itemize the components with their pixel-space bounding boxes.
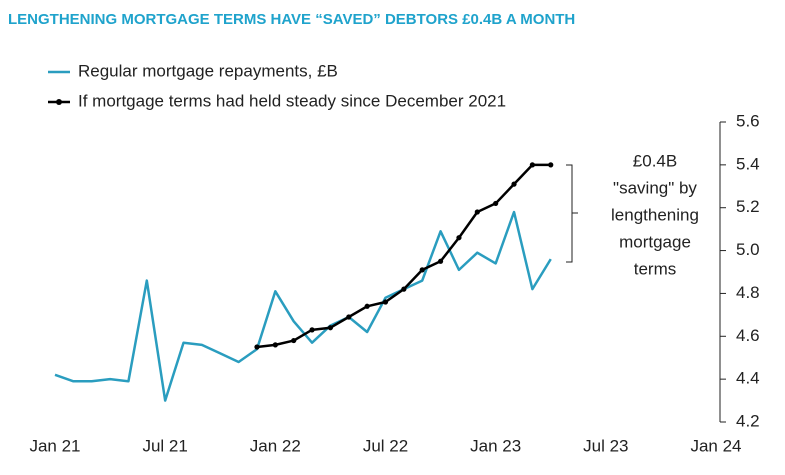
series-marker	[254, 344, 260, 350]
series-marker	[364, 303, 370, 309]
series-marker	[529, 162, 535, 168]
x-tick-label: Jan 22	[250, 436, 301, 455]
series-marker	[493, 200, 499, 207]
legend-label: Regular mortgage repayments, £B	[78, 61, 338, 80]
series-marker	[309, 327, 315, 333]
series-marker	[456, 235, 462, 241]
annotation-text: terms	[634, 259, 677, 278]
series-marker	[419, 267, 425, 273]
x-tick-label: Jul 23	[583, 436, 628, 455]
x-tick-label: Jan 23	[470, 436, 521, 455]
series-marker	[291, 337, 297, 344]
annotation-text: £0.4B	[633, 151, 677, 170]
chart-title: LENGTHENING MORTGAGE TERMS HAVE “SAVED” …	[8, 11, 575, 28]
y-tick-label: 5.6	[736, 111, 760, 130]
series-marker	[401, 286, 407, 292]
y-tick-label: 4.6	[736, 326, 760, 345]
y-tick-label: 4.8	[736, 283, 760, 302]
y-tick-label: 5.2	[736, 197, 760, 216]
x-tick-label: Jul 21	[142, 436, 187, 455]
series-marker	[511, 181, 517, 187]
legend-marker	[56, 99, 62, 105]
legend-label: If mortgage terms had held steady since …	[78, 91, 506, 110]
series-marker	[272, 342, 278, 348]
x-tick-label: Jan 24	[690, 436, 741, 455]
series-marker	[548, 162, 554, 168]
series-marker	[346, 314, 352, 320]
y-tick-label: 5.4	[736, 154, 760, 173]
series-marker	[474, 209, 480, 215]
y-tick-label: 5.0	[736, 240, 760, 259]
y-tick-label: 4.2	[736, 411, 760, 430]
bracket	[566, 164, 578, 263]
y-tick-label: 4.4	[736, 369, 760, 388]
x-tick-label: Jan 21	[29, 436, 80, 455]
series-marker	[382, 299, 389, 305]
series-line	[256, 163, 551, 349]
series-marker	[437, 258, 444, 264]
annotation-text: "saving" by	[613, 178, 697, 197]
x-tick-label: Jul 22	[363, 436, 408, 455]
series-marker	[327, 325, 334, 331]
series-line	[54, 210, 552, 402]
annotation-text: lengthening	[611, 205, 699, 224]
annotation-text: mortgage	[619, 232, 691, 251]
